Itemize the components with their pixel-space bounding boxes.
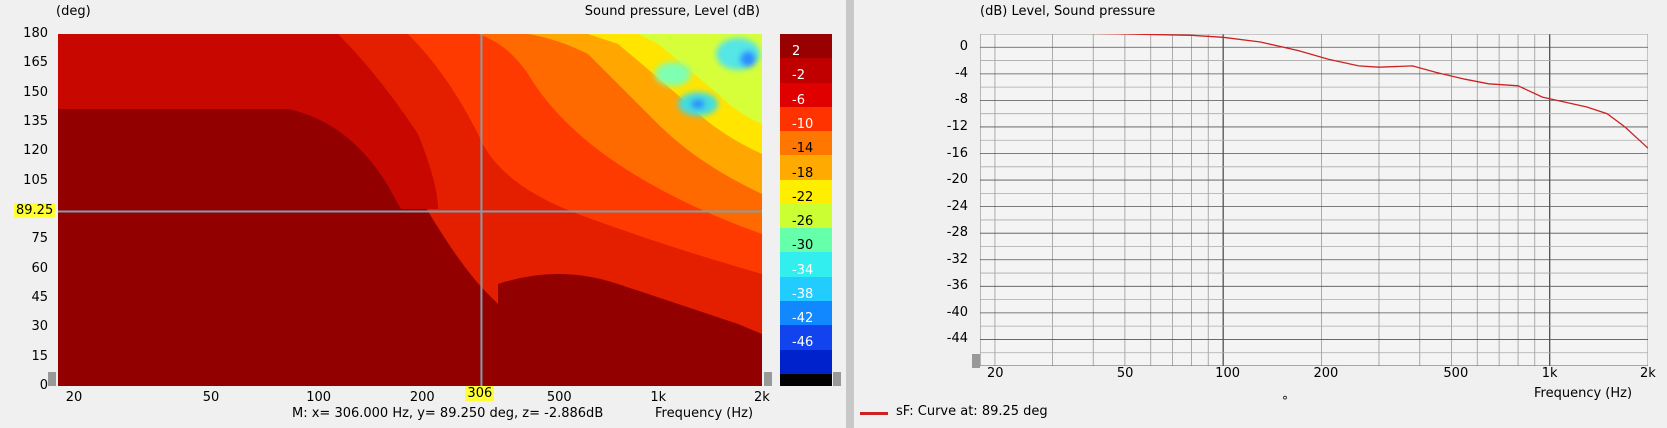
- line-left-scroll-handle[interactable]: [972, 354, 980, 368]
- colorbar-label: -2: [792, 68, 805, 84]
- right-x-axis-label: Frequency (Hz): [1534, 386, 1633, 401]
- contour-band-low: [58, 109, 528, 386]
- right-y-tick: -4: [955, 65, 968, 81]
- colorbar-swatch: [780, 373, 832, 386]
- left-x-tick: 200: [409, 390, 435, 405]
- colorbar-swatch: [780, 228, 832, 253]
- colorbar-swatch: [780, 58, 832, 83]
- contour-blob-blue-mid: [691, 99, 705, 109]
- colorbar-label: -10: [792, 116, 814, 132]
- colorbar-scroll-handle[interactable]: [833, 372, 841, 386]
- left-x-tick: 100: [306, 390, 332, 405]
- marker-readout: M: x= 306.000 Hz, y= 89.250 deg, z= -2.8…: [292, 406, 604, 421]
- right-x-tick: 20: [986, 366, 1004, 381]
- left-y-unit: (deg): [56, 4, 91, 19]
- cursor-x-tag: 306: [465, 386, 495, 401]
- colorbar-label: -38: [792, 286, 814, 302]
- right-y-tick: -36: [946, 278, 968, 294]
- right-x-tick: 1k: [1541, 366, 1558, 381]
- colorbar-label: -42: [792, 311, 814, 327]
- left-y-tick: 60: [31, 260, 48, 276]
- left-x-tick: 50: [202, 390, 220, 405]
- degree-mark: °: [1282, 394, 1288, 408]
- colorbar-swatch: [780, 155, 832, 180]
- colorbar-swatch: [780, 179, 832, 204]
- contour-plot[interactable]: [58, 34, 762, 386]
- colorbar-swatch: [780, 203, 832, 229]
- left-y-tick: 180: [23, 26, 48, 41]
- colorbar-label: -34: [792, 262, 814, 278]
- contour-blob-green: [655, 62, 691, 86]
- line-plot[interactable]: [980, 34, 1648, 366]
- right-y-tick: -8: [955, 92, 968, 108]
- colorbar-label: -30: [792, 238, 814, 254]
- contour-blob-blue-top: [740, 51, 756, 67]
- right-y-tick: 0: [959, 39, 968, 55]
- left-x-tick: 20: [65, 390, 83, 405]
- left-y-tick: 30: [31, 319, 48, 335]
- right-x-scroll-handle[interactable]: [764, 372, 772, 386]
- left-x-scroll-handle[interactable]: [48, 372, 56, 386]
- colorbar-label: -6: [792, 92, 805, 108]
- colorbar-label: -22: [792, 189, 814, 205]
- cursor-y-tag: 89.25: [14, 203, 56, 218]
- left-y-tick: 105: [23, 172, 48, 188]
- colorbar: 2 -2 -6 -10 -14 -18 -22 -26 -30 -34 -38 -42 -46: [780, 34, 832, 386]
- colorbar-swatch: [780, 349, 832, 374]
- right-y-tick: -24: [946, 198, 968, 214]
- colorbar-swatch: [780, 82, 832, 107]
- left-y-tick: 75: [31, 231, 48, 247]
- left-x-axis-label: Frequency (Hz): [655, 406, 754, 421]
- colorbar-swatch: [780, 276, 832, 302]
- right-x-tick: 500: [1443, 366, 1469, 381]
- left-y-tick: 0: [39, 378, 48, 393]
- right-x-tick: 100: [1215, 366, 1240, 381]
- left-y-tick: 45: [31, 290, 48, 305]
- left-y-tick: 165: [23, 55, 48, 71]
- left-y-tick: 15: [31, 348, 48, 364]
- right-x-tick: 50: [1116, 366, 1134, 381]
- colorbar-swatch: [780, 325, 832, 350]
- colorbar-swatch: [780, 301, 832, 326]
- colorbar-swatch: [780, 34, 832, 59]
- right-y-tick: -32: [946, 251, 968, 267]
- left-y-tick: 135: [23, 114, 48, 129]
- right-y-tick: -16: [946, 145, 968, 161]
- right-chart-title: (dB) Level, Sound pressure: [980, 4, 1156, 19]
- right-x-tick: 200: [1313, 366, 1339, 381]
- colorbar-swatch: [780, 106, 832, 132]
- colorbar-label: -46: [792, 335, 814, 351]
- right-y-tick: -12: [946, 118, 968, 134]
- colorbar-label: -26: [792, 214, 814, 230]
- panel-divider[interactable]: [846, 0, 854, 428]
- left-x-tick: 1k: [650, 390, 667, 405]
- line-plot-background: [980, 34, 1648, 366]
- colorbar-swatch: [780, 131, 832, 156]
- colorbar-swatch: [780, 252, 832, 277]
- colorbar-label: -14: [792, 141, 814, 157]
- legend-swatch: [860, 412, 888, 415]
- left-y-tick: 150: [23, 84, 48, 100]
- left-x-tick: 2k: [754, 390, 770, 405]
- right-y-tick: -20: [946, 172, 968, 188]
- contour-panel[interactable]: (deg) Sound pressure, Level (dB) 0 15 30 45…: [0, 0, 846, 428]
- right-y-tick: -44: [946, 331, 968, 347]
- right-x-tick: 2k: [1640, 366, 1656, 381]
- right-y-tick: -28: [946, 225, 968, 241]
- right-y-tick: -40: [946, 304, 968, 320]
- left-x-tick: 500: [546, 390, 572, 405]
- left-y-tick: 120: [23, 143, 48, 159]
- contour-band-right-low: [498, 274, 762, 386]
- legend-label: sF: Curve at: 89.25 deg: [896, 404, 1048, 419]
- left-chart-title: Sound pressure, Level (dB): [584, 4, 760, 19]
- sf-curve[interactable]: [980, 34, 1648, 149]
- colorbar-label: -18: [792, 165, 814, 181]
- colorbar-label: 2: [792, 44, 801, 60]
- line-panel[interactable]: (dB) Level, Sound pressure 0 -4 -8 -12 -16 -2…: [854, 0, 1667, 428]
